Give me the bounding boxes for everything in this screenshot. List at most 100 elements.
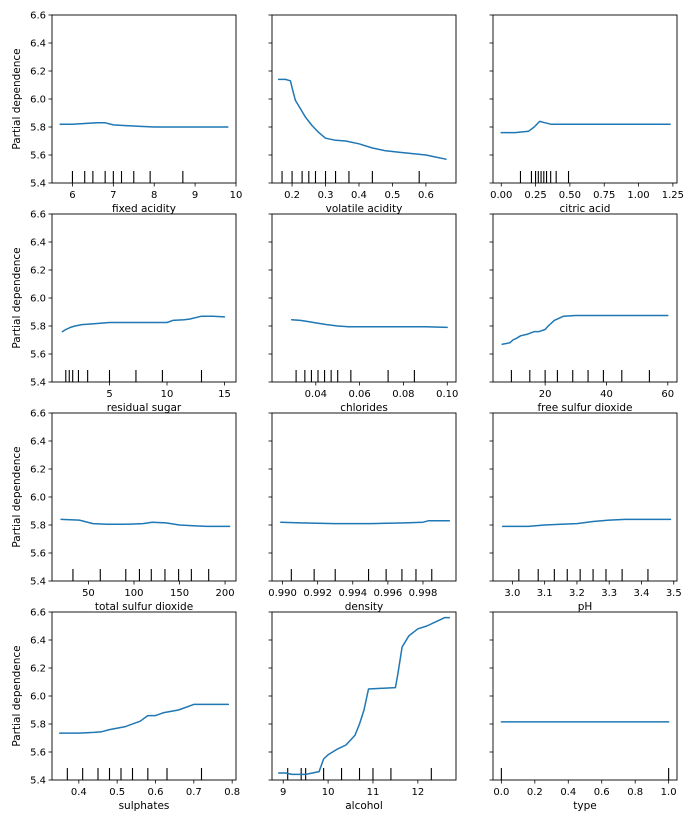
panel-total-sulfur-dioxide: 5.4 5.6 5.8 6.0 6.2 6.4 6.6 Partial dependence 5…	[11, 409, 237, 613]
x-axis-label: fixed acidity	[112, 203, 176, 215]
y-tick-label: 6.2	[30, 465, 46, 476]
y-axis-label: Partial dependence	[11, 48, 23, 149]
y-tick-label: 5.8	[30, 322, 46, 333]
pd-line-ph	[501, 518, 672, 528]
x-tick-label: 0.06	[348, 389, 370, 400]
y-tick-label: 5.4	[30, 179, 46, 190]
y-tick-label: 5.6	[30, 748, 46, 759]
x-tick-label: 0.04	[305, 389, 327, 400]
x-axis-label: total sulfur dioxide	[95, 601, 193, 613]
x-tick-label: 0.2	[527, 787, 543, 798]
x-tick-label: 1.00	[627, 190, 649, 201]
y-tick-label: 6.2	[30, 266, 46, 277]
x-tick-label: 0.5	[384, 190, 400, 201]
x-tick-label: 0.992	[303, 588, 332, 599]
pd-line-citric-acid	[500, 120, 671, 134]
x-tick-label: 0.25	[524, 190, 546, 201]
x-tick-label: 0.6	[418, 190, 434, 201]
axes-frame	[51, 213, 237, 383]
x-tick-label: 0.8	[224, 787, 240, 798]
x-tick-label: 20	[539, 389, 552, 400]
x-axis-label: citric acid	[560, 203, 611, 215]
y-tick-label: 6.6	[30, 11, 46, 22]
axes-frame	[51, 14, 237, 184]
panel-type: 0.0 0.2 0.4 0.6 0.8 1.0 type	[489, 611, 678, 812]
x-tick-label: 0.994	[338, 588, 367, 599]
y-axis-label: Partial dependence	[11, 247, 23, 348]
x-axis-label: volatile acidity	[326, 203, 403, 215]
pd-line-fixed-acidity	[59, 122, 229, 128]
y-tick-label: 5.6	[30, 350, 46, 361]
y-tick-label: 6.0	[30, 294, 46, 305]
x-axis-label: alcohol	[345, 800, 383, 812]
x-tick-label: 0.7	[186, 787, 202, 798]
y-tick-label: 5.8	[30, 720, 46, 731]
x-tick-label: 0.998	[409, 588, 438, 599]
pd-line-residual-sugar	[61, 315, 226, 333]
x-tick-label: 0.0	[493, 787, 509, 798]
x-tick-label: 3.5	[666, 588, 682, 599]
x-tick-label: 5	[106, 389, 112, 400]
pd-line-alcohol	[277, 616, 451, 776]
x-tick-label: 0.8	[627, 787, 643, 798]
x-tick-label: 1.0	[661, 787, 677, 798]
y-tick-label: 5.8	[30, 123, 46, 134]
x-axis-label: sulphates	[119, 800, 170, 812]
x-axis-label: density	[345, 601, 384, 613]
panel-ph: 3.0 3.1 3.2 3.3 3.4 3.5 pH	[489, 412, 682, 613]
panel-volatile-acidity: 0.2 0.3 0.4 0.5 0.6 volatile acidity	[268, 14, 457, 215]
x-tick-label: 6	[69, 190, 75, 201]
x-tick-label: 12	[411, 787, 424, 798]
x-tick-label: 0.10	[436, 389, 458, 400]
y-tick-label: 6.6	[30, 210, 46, 221]
x-tick-label: 50	[82, 588, 95, 599]
panel-citric-acid: 0.00 0.25 0.50 0.75 1.00 1.25 citric acid	[489, 14, 684, 215]
pd-line-density	[280, 520, 451, 525]
y-tick-label: 5.4	[30, 378, 46, 389]
pd-line-sulphates	[58, 703, 230, 734]
x-tick-label: 0.990	[268, 588, 297, 599]
axes-frame	[492, 14, 678, 184]
axes-frame	[492, 611, 678, 781]
pd-line-total-sulfur-dioxide	[60, 518, 231, 528]
y-tick-label: 6.4	[30, 238, 46, 249]
x-tick-label: 0.50	[559, 190, 581, 201]
x-tick-label: 0.4	[351, 190, 367, 201]
x-tick-label: 200	[216, 588, 235, 599]
y-tick-label: 6.4	[30, 636, 46, 647]
x-tick-label: 3.1	[537, 588, 553, 599]
panel-sulphates: 5.4 5.6 5.8 6.0 6.2 6.4 6.6 Partial dependence 0…	[11, 608, 240, 813]
y-tick-label: 6.0	[30, 692, 46, 703]
x-tick-label: 0.3	[318, 190, 334, 201]
x-tick-label: 3.3	[601, 588, 617, 599]
axes-frame	[51, 611, 237, 781]
x-tick-label: 0.00	[490, 190, 512, 201]
panel-alcohol: 9 10 11 12 alcohol	[268, 611, 457, 812]
x-tick-label: 10	[161, 389, 174, 400]
axes-frame	[271, 213, 457, 383]
axes-frame	[271, 611, 457, 781]
axes-frame	[271, 412, 457, 582]
x-tick-label: 0.08	[392, 389, 414, 400]
axes-frame	[492, 412, 678, 582]
x-tick-label: 9	[280, 787, 286, 798]
x-axis-label: residual sugar	[107, 402, 182, 414]
y-tick-label: 6.6	[30, 608, 46, 619]
x-tick-label: 8	[151, 190, 157, 201]
x-tick-label: 0.6	[594, 787, 610, 798]
panel-chlorides: 0.04 0.06 0.08 0.10 chlorides	[268, 213, 458, 414]
x-tick-label: 0.996	[374, 588, 403, 599]
x-tick-label: 3.0	[504, 588, 520, 599]
pd-line-volatile-acidity	[277, 78, 447, 160]
y-tick-label: 6.2	[30, 664, 46, 675]
y-tick-label: 6.4	[30, 437, 46, 448]
panel-density: 0.990 0.992 0.994 0.996 0.998 density	[268, 412, 457, 613]
axes-frame	[51, 412, 237, 582]
pd-line-free-sulfur-dioxide	[501, 314, 669, 345]
y-tick-label: 6.2	[30, 67, 46, 78]
x-tick-label: 10	[230, 190, 243, 201]
x-tick-label: 0.4	[71, 787, 87, 798]
x-axis-label: type	[573, 800, 596, 812]
y-tick-label: 5.6	[30, 549, 46, 560]
